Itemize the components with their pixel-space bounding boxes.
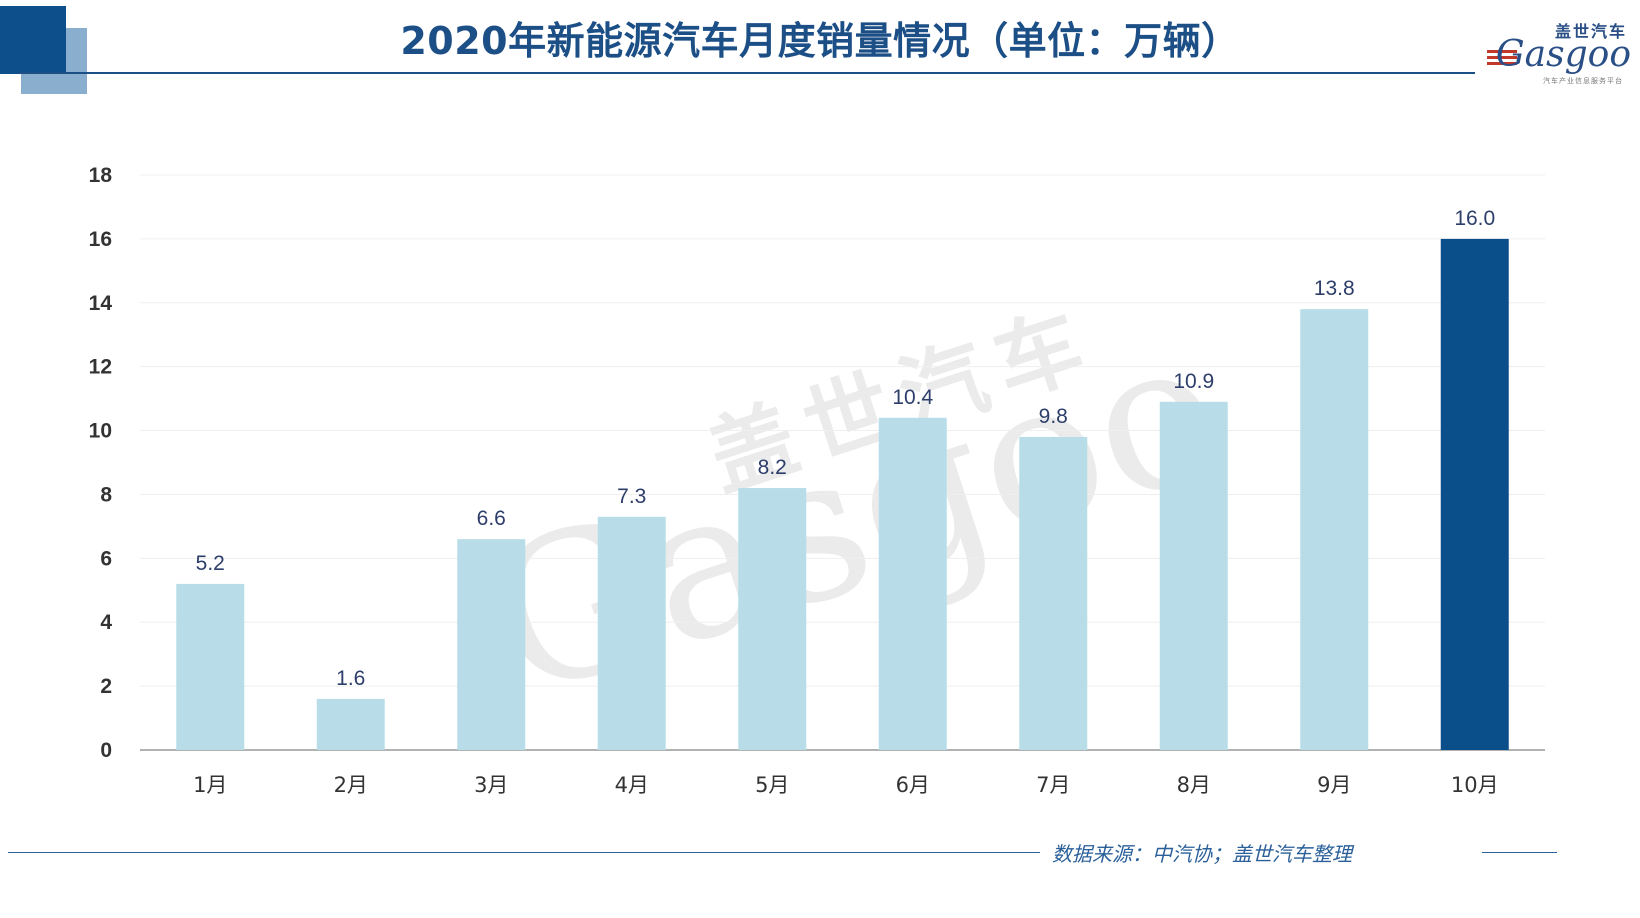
title-decoration-dark: [0, 6, 66, 74]
bar: [316, 698, 385, 750]
data-label: 10.4: [892, 386, 933, 409]
bar: [176, 583, 245, 750]
data-label: 1.6: [336, 667, 365, 690]
gasgoo-logo: 盖世汽车 Gasgoo 汽车产业信息服务平台: [1485, 12, 1635, 85]
logo-subtitle: 汽车产业信息服务平台: [1543, 77, 1623, 85]
bar: [1440, 238, 1509, 750]
data-label: 10.9: [1173, 370, 1214, 393]
data-label: 7.3: [617, 485, 646, 508]
footer-line-left: [8, 852, 1040, 853]
data-label: 8.2: [758, 456, 787, 479]
bar: [1019, 436, 1088, 750]
x-tick-label: 3月: [474, 773, 508, 797]
data-label: 9.8: [1039, 405, 1068, 428]
bar: [1159, 401, 1228, 750]
chart-title: 2020年新能源汽车月度销量情况（单位：万辆）: [400, 19, 1240, 63]
title-underline: [20, 72, 1475, 74]
y-tick-label: 10: [89, 420, 112, 443]
x-tick-label: 8月: [1177, 773, 1211, 797]
data-label: 6.6: [477, 507, 506, 530]
y-tick-label: 0: [100, 739, 112, 762]
data-label: 13.8: [1314, 277, 1355, 300]
x-tick-label: 7月: [1036, 773, 1070, 797]
footer-line-right: [1482, 852, 1557, 853]
x-tick-label: 2月: [334, 773, 368, 797]
bar: [1300, 309, 1369, 750]
logo-cn-text: 盖世汽车: [1554, 22, 1627, 41]
bar: [738, 488, 807, 750]
bar: [457, 539, 526, 750]
logo-stripes-icon: [1487, 50, 1517, 68]
logo-en-text: Gasgoo: [1495, 34, 1631, 75]
y-tick-label: 6: [100, 547, 112, 570]
y-tick-label: 18: [89, 164, 113, 187]
data-source: 数据来源：中汽协；盖世汽车整理: [1052, 842, 1352, 866]
data-label: 16.0: [1454, 207, 1495, 230]
x-tick-label: 6月: [896, 773, 930, 797]
y-tick-label: 14: [89, 292, 113, 315]
y-tick-label: 16: [89, 228, 112, 251]
x-tick-label: 9月: [1317, 773, 1351, 797]
y-tick-label: 2: [100, 675, 112, 698]
x-tick-label: 10月: [1451, 773, 1499, 797]
x-tick-label: 4月: [615, 773, 649, 797]
x-tick-label: 5月: [755, 773, 789, 797]
bar: [597, 516, 666, 750]
data-label: 5.2: [196, 552, 225, 575]
y-tick-label: 12: [89, 356, 112, 379]
x-tick-label: 1月: [193, 773, 227, 797]
y-tick-label: 4: [100, 611, 112, 634]
y-tick-label: 8: [100, 483, 112, 506]
bar: [878, 417, 947, 750]
